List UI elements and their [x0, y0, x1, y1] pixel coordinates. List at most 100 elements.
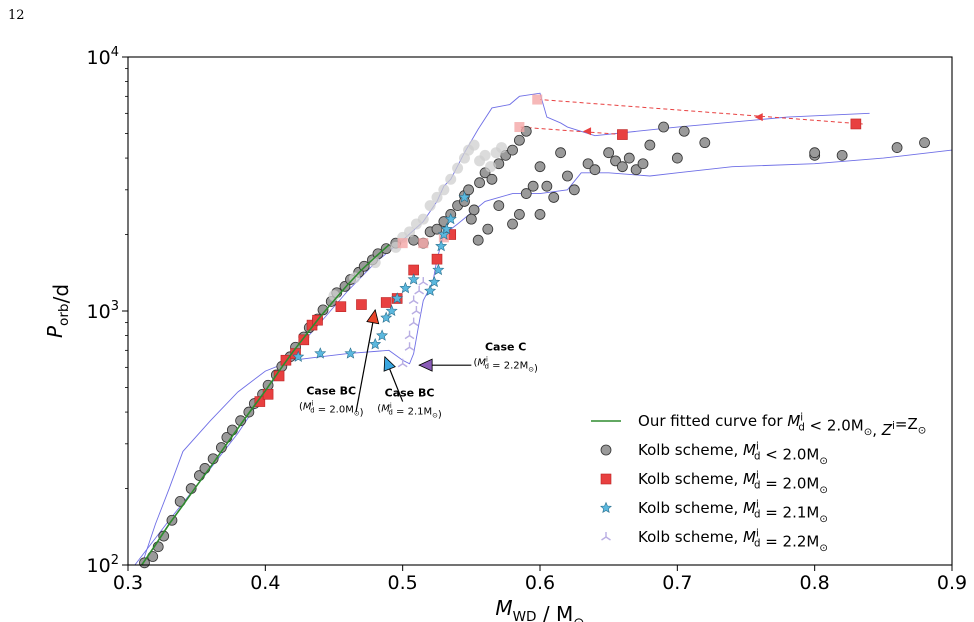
plot-frame: [127, 56, 953, 566]
trajectory-arrowhead: [583, 127, 592, 136]
circle-point: [507, 218, 518, 230]
annotation-title: Case C: [485, 340, 526, 353]
legend-entry: Kolb scheme, Mi d = 2.1M⊙: [600, 499, 828, 525]
legend-label: Kolb scheme, Mi d = 2.2M⊙: [638, 528, 828, 554]
legend-entry: Kolb scheme, Mi d = 2.0M⊙: [600, 470, 828, 496]
star-point: [407, 273, 420, 285]
circle-faded-point: [452, 162, 464, 174]
square-point: [850, 118, 862, 130]
marks-layer: [139, 94, 930, 569]
square-point: [335, 301, 347, 312]
circle-point: [555, 147, 566, 159]
circle-point: [836, 149, 848, 161]
star-point: [376, 329, 389, 341]
tri-arm: [414, 290, 420, 295]
square-point: [356, 299, 367, 310]
x-axis-title: MWD / M⊙: [495, 596, 584, 622]
tri-point: [397, 358, 408, 368]
circle-point: [493, 200, 505, 211]
circle-point: [562, 170, 573, 182]
tri-arm: [418, 281, 424, 286]
trajectory-line: [539, 99, 863, 125]
annotations-layer: Case BC (Mi d = 2.0M⊙) Case BC (Mi d = 2.1M⊙)…: [299, 308, 538, 421]
series-circle: [139, 121, 930, 569]
star-point: [440, 222, 453, 235]
circle-point: [623, 152, 635, 164]
circle-point: [582, 158, 594, 170]
circle-point: [534, 209, 546, 220]
circle-point: [463, 184, 474, 196]
circle-point: [139, 557, 150, 569]
legend-label: Our fitted curve for Mid < 2.0M⊙, Zi=Z⊙: [638, 412, 926, 439]
y-axis-title: Porb/d: [43, 284, 73, 338]
trajectory-line: [519, 126, 623, 136]
legend: Our fitted curve for Mid < 2.0M⊙, Zi=Z⊙K…: [591, 412, 926, 554]
legend-entry: Kolb scheme, Mi d = 2.2M⊙: [601, 528, 828, 554]
circle-faded-point: [445, 173, 457, 185]
circle-point: [671, 152, 683, 164]
square-point: [617, 129, 628, 140]
annotation-arrow: [355, 309, 376, 413]
circle-point: [534, 161, 546, 173]
annotation-title: Case BC: [306, 384, 356, 397]
annotation-arrowhead: [366, 308, 380, 325]
star-point: [399, 281, 412, 294]
legend-label: Kolb scheme, Mi d = 2.1M⊙: [638, 499, 828, 525]
square-faded-point: [514, 122, 525, 133]
circle-faded-point: [479, 149, 491, 161]
legend-entry: Kolb scheme, Mi d < 2.0M⊙: [600, 441, 828, 467]
tri-arm: [409, 346, 415, 351]
tri-arm: [408, 299, 415, 305]
circle-point: [527, 180, 539, 192]
legend-square-swatch: [600, 473, 612, 485]
tri-point: [411, 306, 422, 315]
y-tick-label: 102: [87, 553, 119, 577]
circle-point: [541, 180, 553, 192]
circle-faded-point: [438, 184, 450, 196]
tri-arm: [605, 536, 611, 541]
fitted-curve: [141, 244, 390, 566]
circle-point: [603, 147, 615, 159]
circle-point: [468, 204, 480, 216]
star-point: [385, 304, 398, 317]
legend-circle-swatch: [600, 444, 612, 456]
circle-point: [507, 144, 518, 156]
legend-label: Kolb scheme, Mi d = 2.0M⊙: [638, 470, 828, 496]
star-point: [444, 212, 457, 225]
tri-arm: [418, 290, 425, 295]
square-faded-point: [418, 238, 429, 249]
circle-point: [472, 234, 484, 246]
axes-layer: 0.3 0.4 0.5 0.6 0.7 0.8 0.9 102 103 104 MWD / M⊙ Po…: [43, 45, 967, 622]
circle-faded-point: [410, 218, 422, 230]
circle-faded-point: [468, 139, 480, 151]
series-star: [292, 191, 471, 362]
circle-point: [644, 139, 656, 151]
legend-label: Kolb scheme, Mi d < 2.0M⊙: [638, 441, 828, 467]
annotation-subtitle: (Mi d = 2.1M⊙): [377, 402, 442, 421]
series-tri: [397, 277, 429, 368]
x-tick-label: 0.4: [250, 572, 280, 594]
square-point: [298, 334, 310, 346]
legend-entry: Our fitted curve for Mid < 2.0M⊙, Zi=Z⊙: [591, 412, 926, 439]
circle-faded-point: [485, 161, 497, 173]
circle-point: [465, 213, 477, 225]
circle-faded-point: [424, 200, 436, 212]
circle-point: [317, 304, 329, 316]
tri-arm: [404, 335, 410, 340]
tri-arm: [397, 363, 404, 368]
circle-point: [482, 223, 494, 235]
star-point: [458, 191, 471, 203]
circle-point: [919, 137, 930, 149]
y-tick-label: 104: [87, 45, 119, 69]
star-point: [435, 239, 448, 252]
circle-point: [589, 164, 601, 176]
circle-faded-point: [369, 257, 381, 269]
circle-point: [617, 161, 628, 173]
tri-point: [414, 285, 425, 295]
star-point: [380, 311, 393, 323]
square-point: [431, 253, 443, 265]
star-point: [428, 275, 441, 288]
square-point: [380, 297, 392, 308]
annotation-subtitle: (Mi d = 2.0M⊙): [299, 399, 364, 418]
